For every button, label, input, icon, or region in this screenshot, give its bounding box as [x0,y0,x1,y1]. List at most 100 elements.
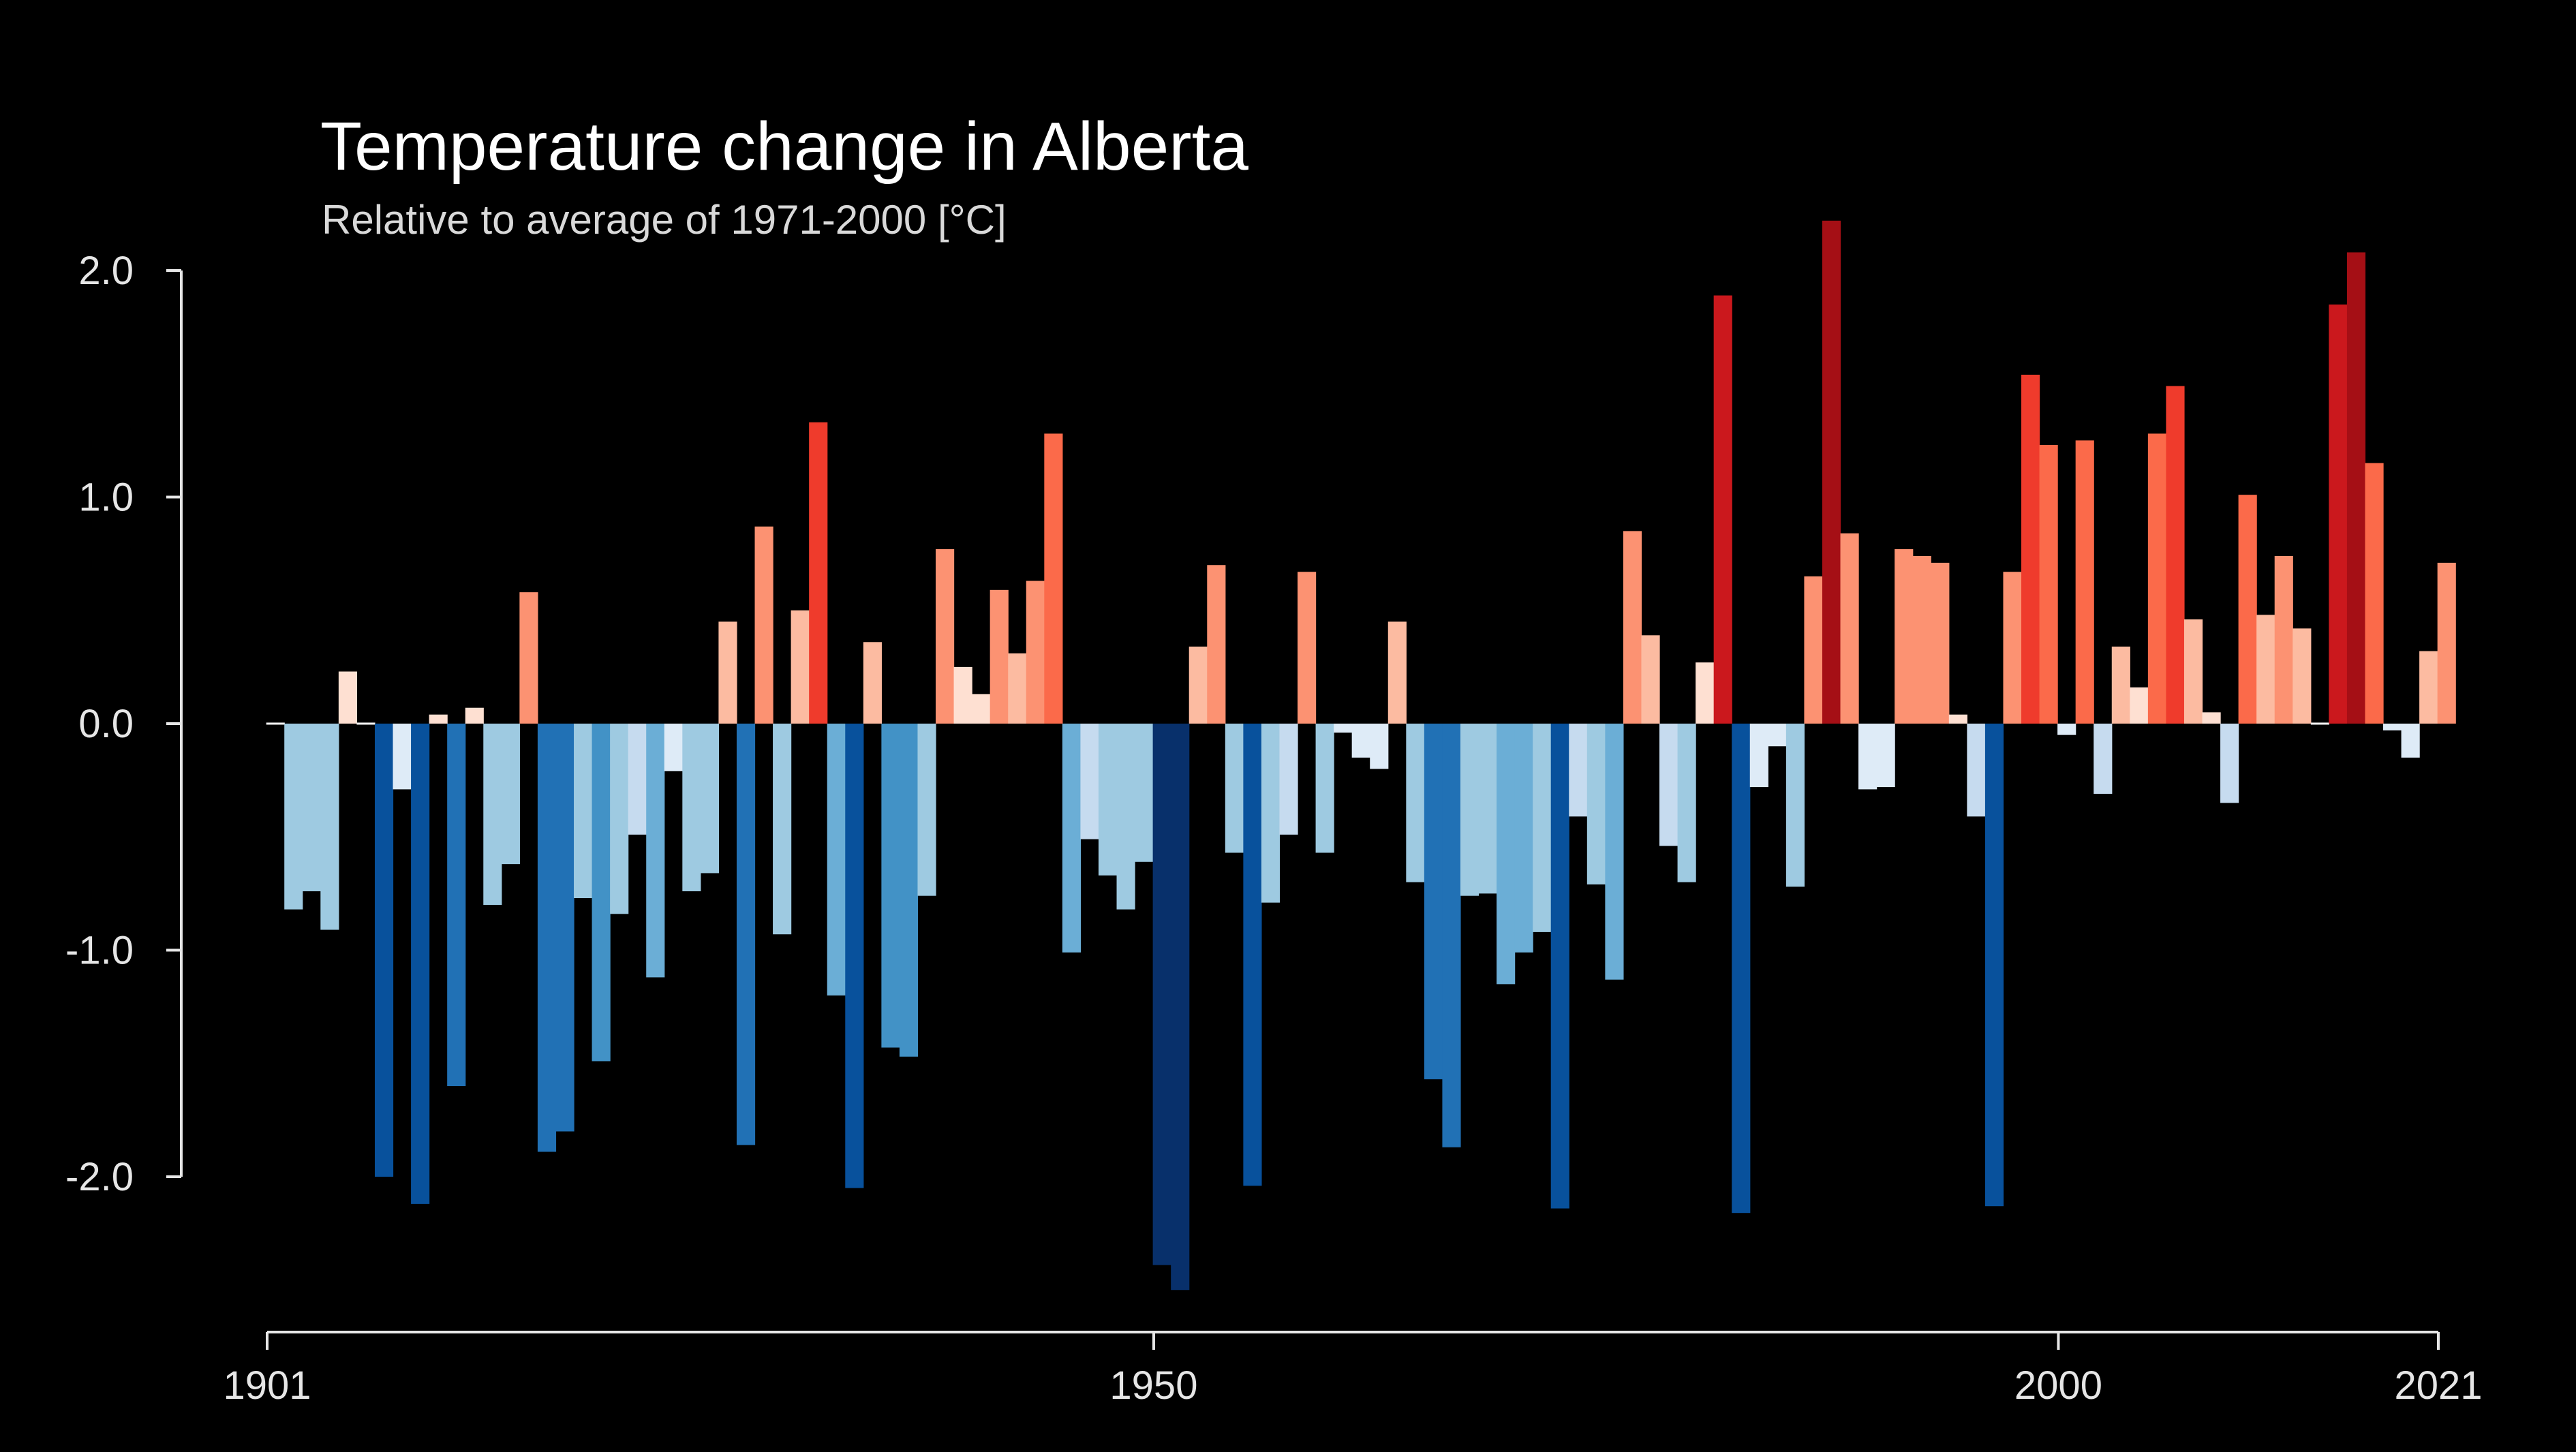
bar-1969 [1497,724,1516,985]
bar-1926 [718,621,737,724]
x-tick-label: 1950 [1109,1363,1197,1408]
bar-1972 [1550,724,1569,1209]
bar-1939 [953,666,972,724]
y-tick-label: 1.0 [78,476,134,520]
bar-1964 [1406,724,1425,882]
bar-1993 [1931,562,1950,724]
x-tick-label: 2000 [2014,1363,2102,1408]
bar-1927 [736,724,756,1145]
bar-1952 [1189,646,1208,724]
bar-1913 [483,724,502,905]
bar-2012 [2274,555,2293,724]
bar-2017 [2365,463,2384,724]
bar-1914 [501,724,520,865]
bar-1963 [1387,621,1407,724]
bar-1915 [519,592,538,724]
bar-1930 [791,610,810,724]
bar-2018 [2383,724,2402,730]
bar-1955 [1243,724,1262,1186]
bar-1931 [809,422,828,724]
bar-1976 [1623,531,1642,724]
bar-1968 [1478,724,1497,894]
bar-1903 [302,724,321,892]
bar-1909 [411,724,430,1204]
bar-1978 [1659,724,1678,846]
bar-1920 [610,724,629,914]
bar-1907 [374,724,394,1177]
bar-1923 [664,724,683,771]
bar-1979 [1677,724,1696,882]
bar-1918 [574,724,593,899]
bar-1916 [537,724,557,1152]
bar-1984 [1768,724,1787,747]
bar-1944 [1044,433,1063,724]
bar-1996 [1984,724,2004,1207]
bar-1983 [1749,724,1768,788]
bar-2013 [2293,628,2312,724]
bar-2008 [2202,712,2221,724]
bar-1971 [1533,724,1552,932]
bar-2009 [2220,724,2239,803]
bar-1950 [1152,724,1171,1265]
bar-2019 [2401,724,2420,758]
bar-2010 [2238,495,2257,724]
bar-1997 [2003,572,2022,724]
bar-1943 [1026,581,1045,724]
bar-1921 [628,724,647,835]
bar-1989 [1858,724,1877,790]
bar-1933 [845,724,864,1188]
bar-1924 [682,724,701,892]
bar-1957 [1279,724,1298,835]
bar-1982 [1732,724,1751,1214]
bar-1967 [1460,724,1479,896]
bar-2000 [2057,724,2076,735]
bar-1959 [1315,724,1334,853]
bar-2021 [2437,562,2456,724]
bar-1988 [1840,533,1859,724]
bar-2006 [2166,386,2185,724]
bar-1922 [646,724,665,978]
bar-1951 [1171,724,1190,1291]
bar-1958 [1298,572,1317,724]
bar-1962 [1370,724,1389,769]
bar-1904 [320,724,339,930]
bar-1940 [972,694,991,724]
bar-1906 [356,722,375,725]
bar-1919 [592,724,611,1062]
bar-1992 [1912,555,1931,724]
bar-1936 [899,724,919,1057]
bar-2016 [2346,252,2366,724]
bar-1934 [863,642,882,724]
bar-1985 [1785,724,1805,887]
bar-1998 [2021,374,2040,724]
bar-2007 [2183,619,2203,724]
bar-1925 [700,724,720,874]
bar-1974 [1586,724,1606,885]
bar-1901 [266,722,285,725]
bar-1970 [1514,724,1533,953]
bar-1977 [1641,635,1660,724]
bar-1981 [1713,295,1732,724]
bar-1990 [1876,724,1895,788]
bar-2020 [2419,651,2438,724]
chart-subtitle: Relative to average of 1971-2000 [°C] [322,197,1007,243]
bar-1965 [1424,724,1443,1080]
bar-2011 [2256,615,2275,724]
y-tick-label: -1.0 [65,929,134,973]
bar-1948 [1116,724,1135,910]
bar-1938 [936,549,955,724]
bar-1986 [1804,576,1823,724]
bar-2002 [2094,724,2113,794]
y-tick-label: 2.0 [78,249,134,293]
y-tick-label: -2.0 [65,1155,134,1199]
bar-1912 [465,707,484,724]
bar-1956 [1261,724,1281,903]
bar-1949 [1135,724,1154,862]
bar-1987 [1822,220,1841,724]
bar-1947 [1098,724,1118,876]
bar-1946 [1080,724,1099,839]
bar-1932 [827,724,846,995]
bar-1937 [917,724,936,896]
